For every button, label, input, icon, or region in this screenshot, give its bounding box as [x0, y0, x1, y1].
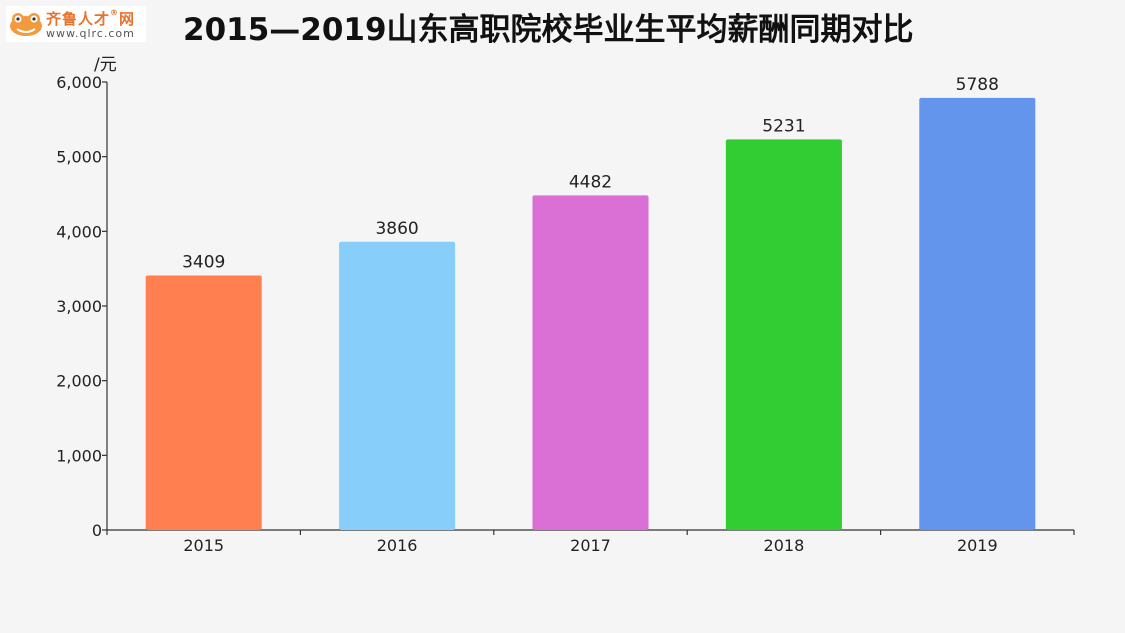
y-axis: 0 1,000 2,000 3,000 4,000 5,000 6,000/元 — [56, 55, 117, 540]
y-tick-label: 5,000 — [56, 148, 102, 167]
x-tick-label-2017: 2017 — [570, 536, 611, 555]
data-label-2015: 3409 — [182, 252, 225, 272]
data-label-2019: 5788 — [956, 75, 999, 95]
x-tick-label-2015: 2015 — [183, 536, 224, 555]
bar-2017 — [532, 195, 649, 530]
data-label-2017: 4482 — [569, 172, 612, 192]
data-label-2016: 3860 — [375, 219, 418, 239]
x-tick-label-2019: 2019 — [957, 536, 998, 555]
y-tick-label: 1,000 — [56, 446, 102, 465]
bar-2018 — [725, 139, 842, 530]
bar-2015 — [145, 275, 262, 530]
logo-trademark: ® — [110, 8, 120, 17]
y-tick-label: 6,000 — [56, 73, 102, 92]
logo-name: 齐鲁人才®网 — [46, 8, 135, 29]
y-tick-label: 3,000 — [56, 297, 102, 316]
x-tick-label-2016: 2016 — [377, 536, 418, 555]
chart-title: 2015—2019山东高职院校毕业生平均薪酬同期对比 — [183, 12, 914, 48]
bar-2019 — [919, 97, 1036, 530]
frog-logo-icon — [10, 13, 42, 36]
data-label-2018: 5231 — [762, 116, 805, 136]
y-tick-label: 2,000 — [56, 372, 102, 391]
bar-series: 3409 3860 4482 5231 5788 — [145, 75, 1036, 530]
y-tick-label: 4,000 — [56, 222, 102, 241]
logo-url: www.qlrc.com — [46, 27, 135, 40]
bar-2016 — [339, 241, 456, 530]
logo-name-text: 齐鲁人才 — [46, 10, 111, 28]
y-axis-label: /元 — [94, 55, 117, 75]
x-tick-label-2018: 2018 — [764, 536, 805, 555]
x-axis: 2015 2016 2017 2018 2019 — [106, 529, 1075, 555]
y-tick-label: 0 — [92, 521, 102, 540]
logo-suffix: 网 — [119, 10, 136, 28]
site-logo[interactable]: 齐鲁人才®网 www.qlrc.com — [6, 6, 146, 42]
